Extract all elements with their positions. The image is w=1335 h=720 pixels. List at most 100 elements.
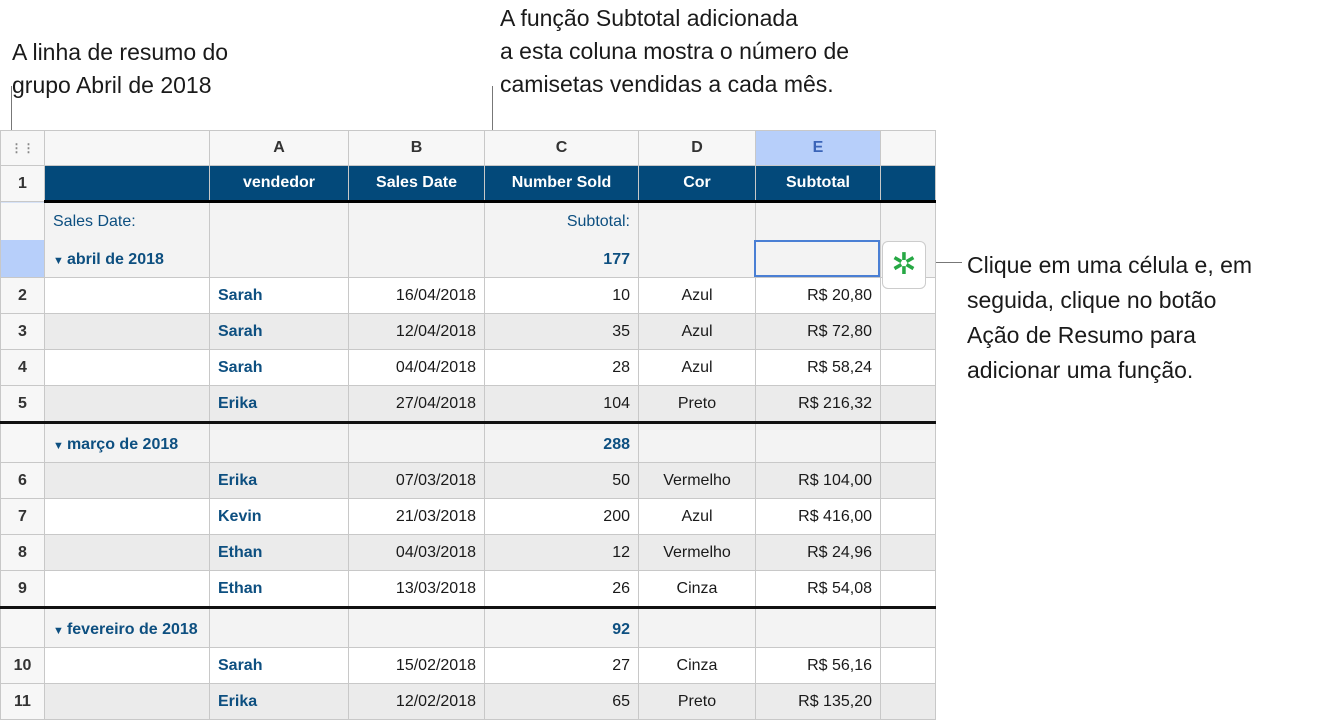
header-cell[interactable] — [44, 165, 210, 203]
table-row[interactable]: 6 Erika 07/03/2018 50 Vermelho R$ 104,00 — [0, 462, 936, 499]
cell-sales-date[interactable]: 12/04/2018 — [348, 313, 485, 350]
subtotal-cell[interactable]: Subtotal: 177 — [484, 201, 639, 278]
row-number[interactable]: 1 — [0, 165, 45, 202]
cell-sales-date[interactable]: 13/03/2018 — [348, 570, 485, 609]
selected-cell[interactable] — [754, 240, 880, 277]
row-number[interactable]: 4 — [0, 349, 45, 386]
table-row[interactable]: 9 Ethan 13/03/2018 26 Cinza R$ 54,08 — [0, 570, 936, 609]
cell-vendedor[interactable]: Ethan — [209, 534, 349, 571]
summary-cell[interactable] — [348, 607, 485, 648]
cell-sales-date[interactable]: 27/04/2018 — [348, 385, 485, 424]
summary-cell[interactable] — [209, 201, 349, 278]
cell-cor[interactable]: Vermelho — [638, 534, 756, 571]
cell-extra[interactable] — [880, 462, 936, 499]
cell-cor[interactable]: Preto — [638, 683, 756, 720]
select-all-handle-icon[interactable]: ⋮⋮ — [0, 130, 45, 166]
row-number[interactable] — [0, 201, 45, 278]
row-number[interactable]: 10 — [0, 647, 45, 684]
cell-sales-date[interactable]: 15/02/2018 — [348, 647, 485, 684]
column-header-d[interactable]: D — [638, 130, 756, 166]
cell-vendedor[interactable]: Sarah — [209, 277, 349, 314]
table-row[interactable]: 3 Sarah 12/04/2018 35 Azul R$ 72,80 — [0, 313, 936, 350]
cell-cor[interactable]: Azul — [638, 349, 756, 386]
header-cell[interactable] — [880, 165, 936, 203]
row-number[interactable]: 7 — [0, 498, 45, 535]
cell-vendedor[interactable]: Erika — [209, 385, 349, 424]
group-label-cell[interactable]: Sales Date: ▼ abril de 2018 — [44, 201, 210, 278]
summary-cell[interactable] — [880, 422, 936, 463]
header-cell-vendedor[interactable]: vendedor — [209, 165, 349, 203]
row-number[interactable]: 2 — [0, 277, 45, 314]
table-row[interactable]: 8 Ethan 04/03/2018 12 Vermelho R$ 24,96 — [0, 534, 936, 571]
table-row[interactable]: 2 Sarah 16/04/2018 10 Azul R$ 20,80 — [0, 277, 936, 314]
cell-extra[interactable] — [880, 683, 936, 720]
cell-blank[interactable] — [44, 462, 210, 499]
table-row[interactable]: 7 Kevin 21/03/2018 200 Azul R$ 416,00 — [0, 498, 936, 535]
summary-cell[interactable] — [638, 201, 756, 278]
cell-subtotal[interactable]: R$ 20,80 — [755, 277, 881, 314]
table-row[interactable]: 11 Erika 12/02/2018 65 Preto R$ 135,20 — [0, 683, 936, 720]
summary-cell[interactable] — [638, 422, 756, 463]
group-summary-row[interactable]: Sales Date: ▼ abril de 2018 Subtotal: 177 — [0, 201, 936, 278]
cell-number-sold[interactable]: 26 — [484, 570, 639, 609]
cell-number-sold[interactable]: 200 — [484, 498, 639, 535]
cell-blank[interactable] — [44, 534, 210, 571]
cell-cor[interactable]: Cinza — [638, 647, 756, 684]
group-summary-row[interactable]: ▼ fevereiro de 2018 92 — [0, 607, 936, 648]
summary-cell[interactable] — [209, 607, 349, 648]
cell-blank[interactable] — [44, 683, 210, 720]
cell-cor[interactable]: Azul — [638, 277, 756, 314]
group-summary-row[interactable]: ▼ março de 2018 288 — [0, 422, 936, 463]
spreadsheet-table[interactable]: ⋮⋮ A B C D E 1 vendedor Sales Date Numbe… — [0, 130, 936, 720]
cell-blank[interactable] — [44, 277, 210, 314]
cell-blank[interactable] — [44, 313, 210, 350]
header-cell-cor[interactable]: Cor — [638, 165, 756, 203]
cell-vendedor[interactable]: Sarah — [209, 647, 349, 684]
summary-cell[interactable] — [348, 422, 485, 463]
row-number[interactable]: 3 — [0, 313, 45, 350]
row-number[interactable]: 5 — [0, 385, 45, 424]
cell-number-sold[interactable]: 104 — [484, 385, 639, 424]
cell-vendedor[interactable]: Ethan — [209, 570, 349, 609]
cell-sales-date[interactable]: 12/02/2018 — [348, 683, 485, 720]
table-row[interactable]: 10 Sarah 15/02/2018 27 Cinza R$ 56,16 — [0, 647, 936, 684]
row-number[interactable] — [0, 422, 45, 463]
cell-subtotal[interactable]: R$ 56,16 — [755, 647, 881, 684]
cell-number-sold[interactable]: 65 — [484, 683, 639, 720]
row-number[interactable] — [0, 607, 45, 648]
column-header-b[interactable]: B — [348, 130, 485, 166]
cell-subtotal[interactable]: R$ 58,24 — [755, 349, 881, 386]
cell-blank[interactable] — [44, 385, 210, 424]
column-header-c[interactable]: C — [484, 130, 639, 166]
cell-vendedor[interactable]: Sarah — [209, 313, 349, 350]
summary-action-button[interactable]: ✲ — [882, 241, 926, 289]
cell-extra[interactable] — [880, 570, 936, 609]
cell-extra[interactable] — [880, 313, 936, 350]
group-label-cell[interactable]: ▼ março de 2018 — [44, 422, 210, 463]
cell-number-sold[interactable]: 10 — [484, 277, 639, 314]
subtotal-cell[interactable]: 92 — [484, 607, 639, 648]
cell-cor[interactable]: Preto — [638, 385, 756, 424]
cell-cor[interactable]: Azul — [638, 313, 756, 350]
cell-sales-date[interactable]: 04/03/2018 — [348, 534, 485, 571]
cell-number-sold[interactable]: 27 — [484, 647, 639, 684]
summary-cell[interactable] — [755, 607, 881, 648]
header-cell-subtotal[interactable]: Subtotal — [755, 165, 881, 203]
cell-subtotal[interactable]: R$ 135,20 — [755, 683, 881, 720]
cell-blank[interactable] — [44, 570, 210, 609]
cell-subtotal[interactable]: R$ 416,00 — [755, 498, 881, 535]
disclosure-triangle-icon[interactable]: ▼ — [53, 625, 67, 637]
cell-number-sold[interactable]: 35 — [484, 313, 639, 350]
cell-vendedor[interactable]: Erika — [209, 462, 349, 499]
column-header-e[interactable]: E — [755, 130, 881, 166]
cell-sales-date[interactable]: 07/03/2018 — [348, 462, 485, 499]
cell-blank[interactable] — [44, 349, 210, 386]
cell-subtotal[interactable]: R$ 54,08 — [755, 570, 881, 609]
header-cell-sales-date[interactable]: Sales Date — [348, 165, 485, 203]
row-number[interactable]: 8 — [0, 534, 45, 571]
table-row[interactable]: 4 Sarah 04/04/2018 28 Azul R$ 58,24 — [0, 349, 936, 386]
row-number[interactable]: 6 — [0, 462, 45, 499]
summary-cell[interactable] — [880, 607, 936, 648]
header-cell-number-sold[interactable]: Number Sold — [484, 165, 639, 203]
cell-cor[interactable]: Azul — [638, 498, 756, 535]
